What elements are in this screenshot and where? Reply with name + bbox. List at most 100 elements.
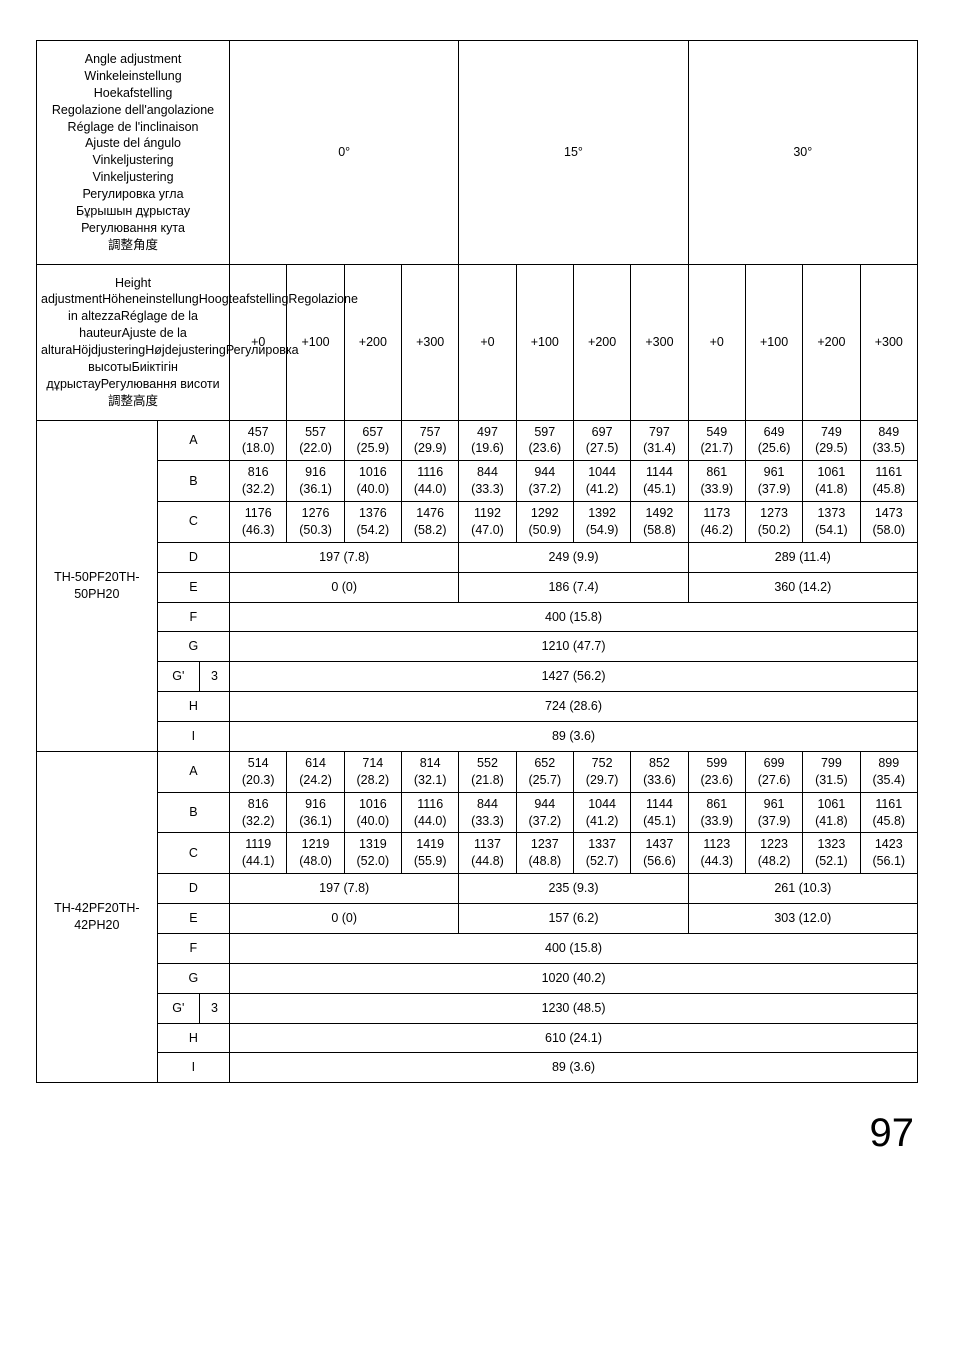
value-full: 400 (15.8) bbox=[230, 933, 918, 963]
value-cell: 1437(56.6) bbox=[631, 833, 688, 874]
row-label: A bbox=[157, 420, 229, 461]
value-full: 89 (3.6) bbox=[230, 1053, 918, 1083]
row-label: G' bbox=[157, 993, 199, 1023]
row-label: G' bbox=[157, 662, 199, 692]
angle-adjustment-header: Angle adjustmentWinkeleinstellungHoekafs… bbox=[37, 41, 230, 265]
offset-10: +200 bbox=[803, 264, 860, 420]
value-cell: 1373(54.1) bbox=[803, 502, 860, 543]
value-cell: 1376(54.2) bbox=[344, 502, 401, 543]
offset-3: +300 bbox=[402, 264, 459, 420]
value-cell: 1237(48.8) bbox=[516, 833, 573, 874]
offset-11: +300 bbox=[860, 264, 917, 420]
value-cell: 1419(55.9) bbox=[402, 833, 459, 874]
value-cell: 1116(44.0) bbox=[402, 792, 459, 833]
row-label: H bbox=[157, 1023, 229, 1053]
value-full: 1210 (47.7) bbox=[230, 632, 918, 662]
row-label: G bbox=[157, 963, 229, 993]
value-cell: 1292(50.9) bbox=[516, 502, 573, 543]
value-cell: 816(32.2) bbox=[230, 792, 287, 833]
value-cell: 816(32.2) bbox=[230, 461, 287, 502]
value-cell: 861(33.9) bbox=[688, 461, 745, 502]
row-label: F bbox=[157, 602, 229, 632]
spec-table: Angle adjustmentWinkeleinstellungHoekafs… bbox=[36, 40, 918, 1083]
value-cell: 1016(40.0) bbox=[344, 792, 401, 833]
model-label-0: TH-50PF20TH-50PH20 bbox=[37, 420, 158, 751]
row-sublabel: 3 bbox=[199, 662, 229, 692]
value-cell: 1176(46.3) bbox=[230, 502, 287, 543]
value-cell: 497(19.6) bbox=[459, 420, 516, 461]
value-cell: 699(27.6) bbox=[745, 751, 802, 792]
value-span: 360 (14.2) bbox=[688, 572, 917, 602]
value-cell: 697(27.5) bbox=[573, 420, 630, 461]
offset-1: +100 bbox=[287, 264, 344, 420]
row-label: A bbox=[157, 751, 229, 792]
value-full: 1427 (56.2) bbox=[230, 662, 918, 692]
value-cell: 1016(40.0) bbox=[344, 461, 401, 502]
value-cell: 1273(50.2) bbox=[745, 502, 802, 543]
value-cell: 1323(52.1) bbox=[803, 833, 860, 874]
value-cell: 749(29.5) bbox=[803, 420, 860, 461]
offset-7: +300 bbox=[631, 264, 688, 420]
value-cell: 1337(52.7) bbox=[573, 833, 630, 874]
offset-6: +200 bbox=[573, 264, 630, 420]
row-label: B bbox=[157, 792, 229, 833]
value-cell: 1044(41.2) bbox=[573, 792, 630, 833]
value-cell: 1423(56.1) bbox=[860, 833, 917, 874]
value-cell: 1119(44.1) bbox=[230, 833, 287, 874]
value-full: 724 (28.6) bbox=[230, 692, 918, 722]
value-cell: 714(28.2) bbox=[344, 751, 401, 792]
value-cell: 549(21.7) bbox=[688, 420, 745, 461]
value-cell: 657(25.9) bbox=[344, 420, 401, 461]
angle-2: 30° bbox=[688, 41, 917, 265]
row-label: I bbox=[157, 722, 229, 752]
value-cell: 1123(44.3) bbox=[688, 833, 745, 874]
value-cell: 844(33.3) bbox=[459, 461, 516, 502]
value-cell: 916(36.1) bbox=[287, 461, 344, 502]
value-span: 249 (9.9) bbox=[459, 542, 688, 572]
value-cell: 1492(58.8) bbox=[631, 502, 688, 543]
value-span: 157 (6.2) bbox=[459, 904, 688, 934]
height-adjustment-header: Height adjustmentHöheneinstellungHoogtea… bbox=[37, 264, 230, 420]
value-span: 235 (9.3) bbox=[459, 874, 688, 904]
value-cell: 1161(45.8) bbox=[860, 792, 917, 833]
value-cell: 1173(46.2) bbox=[688, 502, 745, 543]
value-full: 610 (24.1) bbox=[230, 1023, 918, 1053]
row-label: B bbox=[157, 461, 229, 502]
value-cell: 961(37.9) bbox=[745, 792, 802, 833]
value-full: 400 (15.8) bbox=[230, 602, 918, 632]
value-cell: 961(37.9) bbox=[745, 461, 802, 502]
value-full: 1020 (40.2) bbox=[230, 963, 918, 993]
value-span: 289 (11.4) bbox=[688, 542, 917, 572]
row-label: G bbox=[157, 632, 229, 662]
value-span: 303 (12.0) bbox=[688, 904, 917, 934]
value-cell: 899(35.4) bbox=[860, 751, 917, 792]
value-span: 0 (0) bbox=[230, 572, 459, 602]
value-cell: 1144(45.1) bbox=[631, 461, 688, 502]
value-cell: 1223(48.2) bbox=[745, 833, 802, 874]
value-span: 0 (0) bbox=[230, 904, 459, 934]
offset-9: +100 bbox=[745, 264, 802, 420]
value-cell: 614(24.2) bbox=[287, 751, 344, 792]
value-cell: 557(22.0) bbox=[287, 420, 344, 461]
angle-0: 0° bbox=[230, 41, 459, 265]
value-cell: 1144(45.1) bbox=[631, 792, 688, 833]
value-cell: 552(21.8) bbox=[459, 751, 516, 792]
value-cell: 1116(44.0) bbox=[402, 461, 459, 502]
value-cell: 652(25.7) bbox=[516, 751, 573, 792]
row-label: F bbox=[157, 933, 229, 963]
value-span: 197 (7.8) bbox=[230, 874, 459, 904]
row-label: E bbox=[157, 904, 229, 934]
value-cell: 799(31.5) bbox=[803, 751, 860, 792]
value-span: 186 (7.4) bbox=[459, 572, 688, 602]
row-label: I bbox=[157, 1053, 229, 1083]
row-label: C bbox=[157, 833, 229, 874]
offset-0: +0 bbox=[230, 264, 287, 420]
value-full: 1230 (48.5) bbox=[230, 993, 918, 1023]
row-label: H bbox=[157, 692, 229, 722]
angle-1: 15° bbox=[459, 41, 688, 265]
offset-5: +100 bbox=[516, 264, 573, 420]
value-full: 89 (3.6) bbox=[230, 722, 918, 752]
value-cell: 599(23.6) bbox=[688, 751, 745, 792]
value-cell: 1319(52.0) bbox=[344, 833, 401, 874]
row-sublabel: 3 bbox=[199, 993, 229, 1023]
